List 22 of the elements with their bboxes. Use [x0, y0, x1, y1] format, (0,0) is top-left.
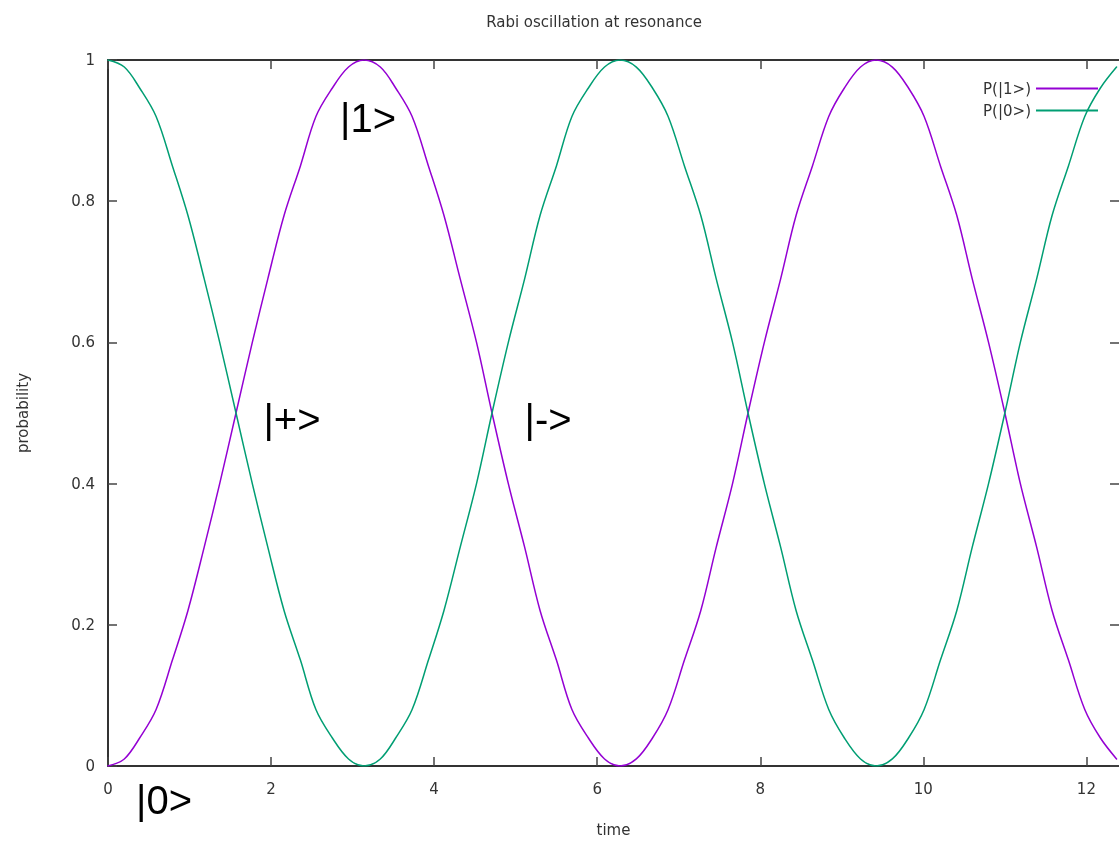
x-tick-label: 12	[1076, 779, 1096, 798]
annotation: |1>	[340, 96, 397, 140]
y-tick-label: 1	[85, 51, 95, 69]
x-tick-label: 2	[266, 779, 276, 798]
annotation: |+>	[263, 397, 321, 441]
y-tick-label: 0.2	[71, 615, 95, 634]
x-tick-label: 0	[103, 779, 113, 798]
x-axis-title: time	[596, 820, 631, 839]
x-tick-label: 10	[913, 779, 933, 798]
x-tick-label: 4	[429, 779, 439, 798]
y-tick-label: 0.6	[71, 333, 95, 352]
annotation: |->	[524, 397, 572, 441]
y-tick-label: 0.4	[71, 474, 95, 493]
chart-title: Rabi oscillation at resonance	[486, 12, 702, 31]
annotation: |0>	[136, 778, 192, 822]
y-axis-title: probability	[13, 372, 32, 454]
y-tick-label: 0	[85, 757, 95, 775]
x-tick-label: 8	[755, 779, 766, 798]
x-tick-label: 6	[592, 779, 602, 798]
legend-label: P(|0>)	[983, 101, 1031, 120]
legend-label: P(|1>)	[983, 79, 1031, 98]
y-tick-label: 0.8	[71, 192, 95, 211]
